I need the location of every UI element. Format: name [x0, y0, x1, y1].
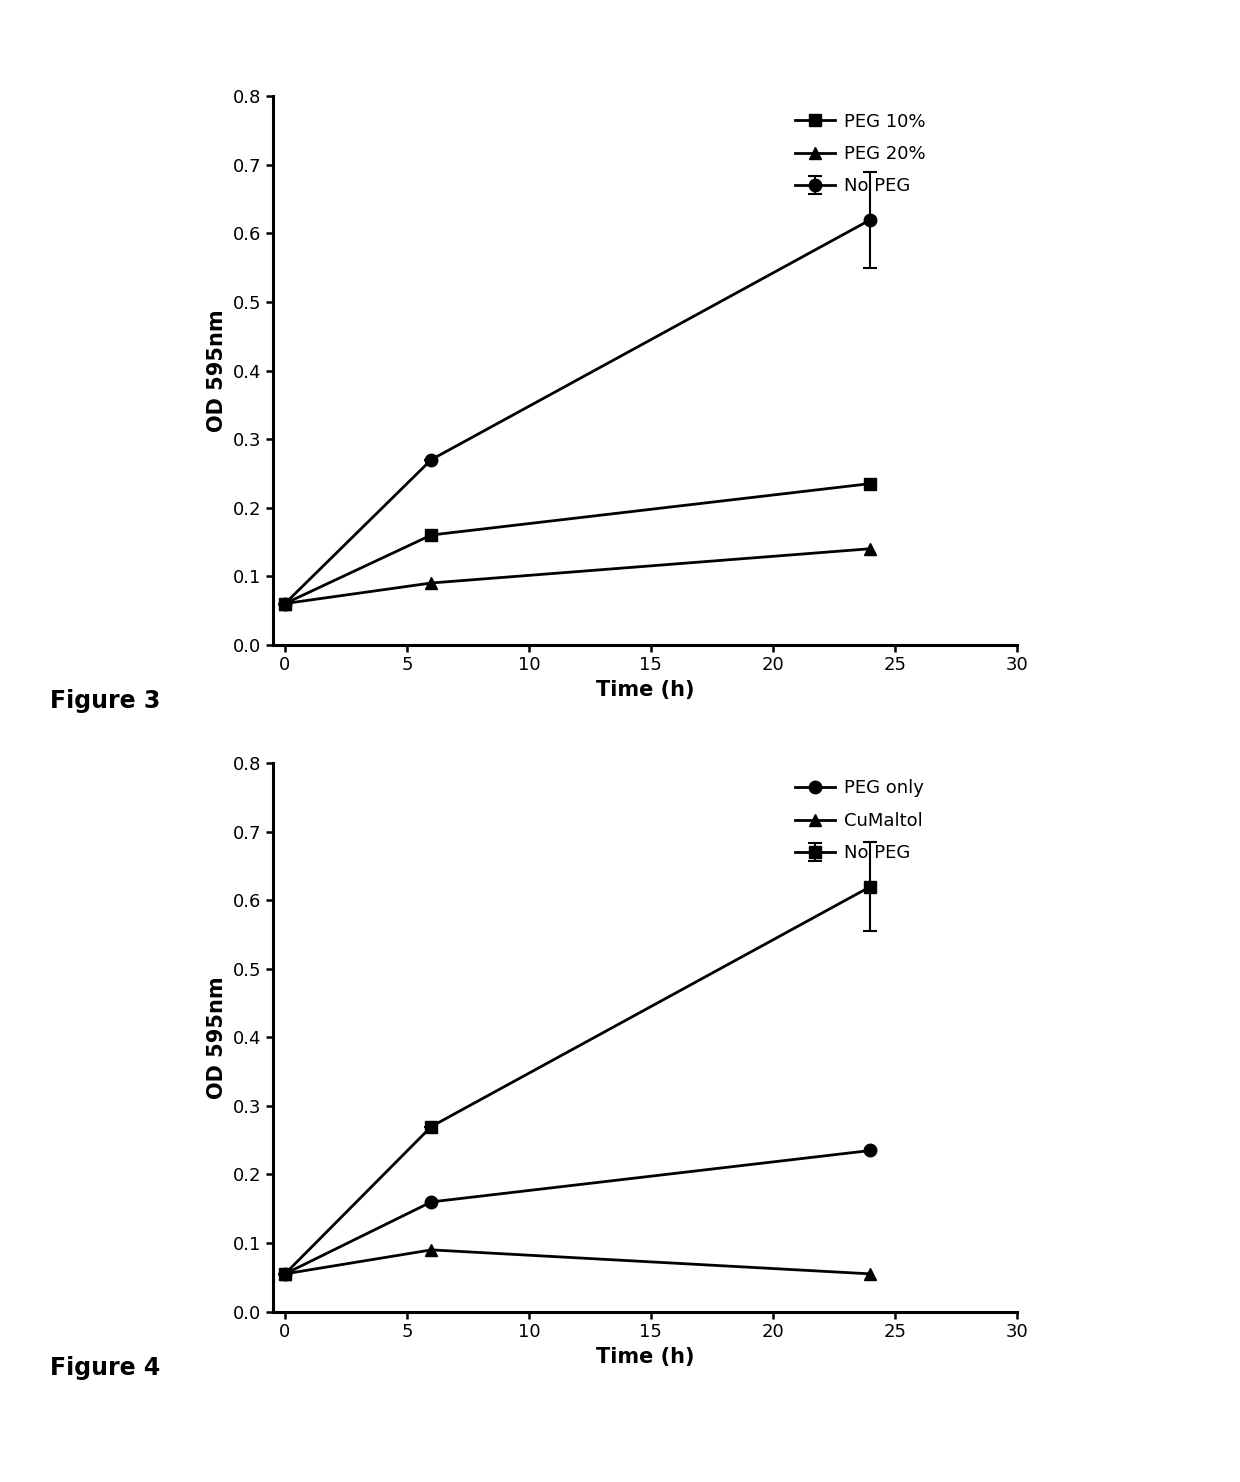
CuMaltol — [424, 1240, 439, 1258]
PEG 10% — [278, 594, 293, 612]
PEG 20% — [863, 539, 878, 557]
Legend: PEG only, CuMaltol, No PEG: PEG only, CuMaltol, No PEG — [787, 772, 931, 870]
PEG only — [278, 1266, 293, 1283]
X-axis label: Time (h): Time (h) — [595, 1347, 694, 1366]
PEG 20% — [424, 574, 439, 591]
Line: PEG 10%: PEG 10% — [279, 477, 877, 609]
PEG 10% — [424, 526, 439, 544]
X-axis label: Time (h): Time (h) — [595, 680, 694, 700]
PEG only — [424, 1193, 439, 1211]
Y-axis label: OD 595nm: OD 595nm — [207, 977, 227, 1098]
Line: PEG 20%: PEG 20% — [279, 542, 877, 609]
Y-axis label: OD 595nm: OD 595nm — [207, 310, 227, 431]
Text: Figure 3: Figure 3 — [50, 689, 160, 713]
Line: CuMaltol: CuMaltol — [279, 1243, 877, 1280]
Legend: PEG 10%, PEG 20%, No PEG: PEG 10%, PEG 20%, No PEG — [787, 105, 932, 203]
CuMaltol — [278, 1266, 293, 1283]
PEG only — [863, 1141, 878, 1159]
PEG 10% — [863, 474, 878, 492]
Line: PEG only: PEG only — [279, 1144, 877, 1280]
PEG 20% — [278, 594, 293, 612]
Text: Figure 4: Figure 4 — [50, 1356, 160, 1380]
CuMaltol — [863, 1266, 878, 1283]
